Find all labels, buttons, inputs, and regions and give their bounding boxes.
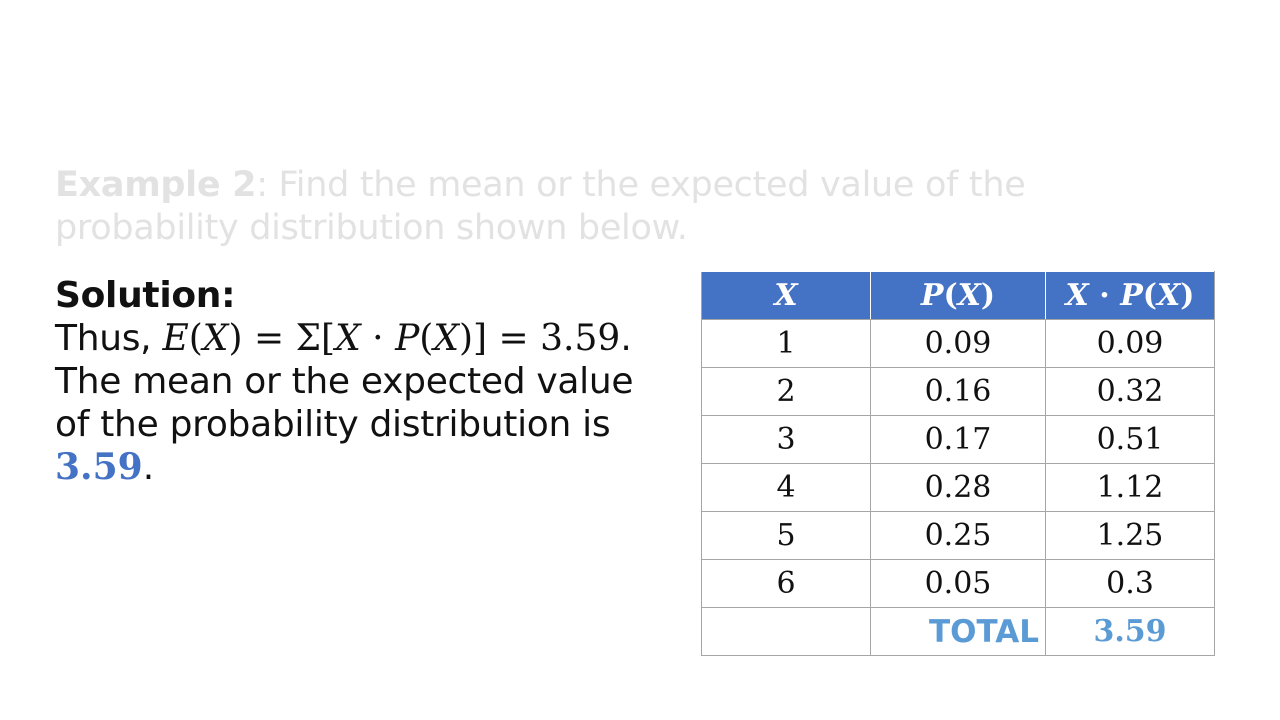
probability-distribution-table: X P(X) X · P(X) 1 0.09 0.09 2 0.16 0.3 2 …: [701, 271, 1215, 656]
cell-empty: [701, 607, 871, 656]
cell-x: 5: [701, 511, 871, 560]
header-x: X: [701, 271, 871, 320]
cell-x: 2: [701, 367, 871, 416]
expected-value-formula: E(X) = Σ[X · P(X)] = 3.59: [162, 318, 621, 359]
cell-x: 1: [701, 319, 871, 368]
solution-block: Solution: Thus, E(X) = Σ[X · P(X)] = 3.5…: [55, 274, 675, 489]
cell-p: 0.16: [870, 367, 1046, 416]
example-prompt: Example 2: Find the mean or the expected…: [55, 164, 1115, 250]
cell-xp: 0.09: [1045, 319, 1215, 368]
table-row: 6 0.05 0.3: [701, 559, 1215, 608]
cell-p: 0.17: [870, 415, 1046, 464]
cell-p: 0.09: [870, 319, 1046, 368]
conclusion-text: The mean or the expected value of the pr…: [55, 361, 634, 445]
total-value: 3.59: [1045, 607, 1215, 656]
thus-text: Thus,: [55, 318, 163, 359]
cell-x: 3: [701, 415, 871, 464]
table-row: 5 0.25 1.25: [701, 511, 1215, 560]
header-x-times-p: X · P(X): [1045, 271, 1215, 320]
cell-p: 0.05: [870, 559, 1046, 608]
solution-formula-line: Thus, E(X) = Σ[X · P(X)] = 3.59.: [55, 318, 632, 359]
cell-p: 0.28: [870, 463, 1046, 512]
cell-xp: 0.32: [1045, 367, 1215, 416]
cell-xp: 0.51: [1045, 415, 1215, 464]
cell-x: 4: [701, 463, 871, 512]
table-row: 1 0.09 0.09: [701, 319, 1215, 368]
cell-xp: 1.12: [1045, 463, 1215, 512]
cell-xp: 1.25: [1045, 511, 1215, 560]
solution-conclusion: The mean or the expected value of the pr…: [55, 361, 634, 488]
header-p-of-x: P(X): [870, 271, 1046, 320]
table-row: 3 0.17 0.51: [701, 415, 1215, 464]
example-label: Example 2: [55, 165, 257, 205]
cell-x: 6: [701, 559, 871, 608]
table-total-row: TOTAL 3.59: [701, 607, 1215, 656]
cell-xp: 0.3: [1045, 559, 1215, 608]
solution-heading: Solution:: [55, 275, 236, 316]
table-row: 2 0.16 0.32: [701, 367, 1215, 416]
table-header-row: X P(X) X · P(X): [701, 271, 1215, 320]
table-row: 4 0.28 1.12: [701, 463, 1215, 512]
example-question: : Find the mean or the expected value of…: [55, 165, 1026, 248]
cell-p: 0.25: [870, 511, 1046, 560]
answer-value: 3.59: [55, 446, 143, 488]
total-label: TOTAL: [870, 607, 1046, 656]
